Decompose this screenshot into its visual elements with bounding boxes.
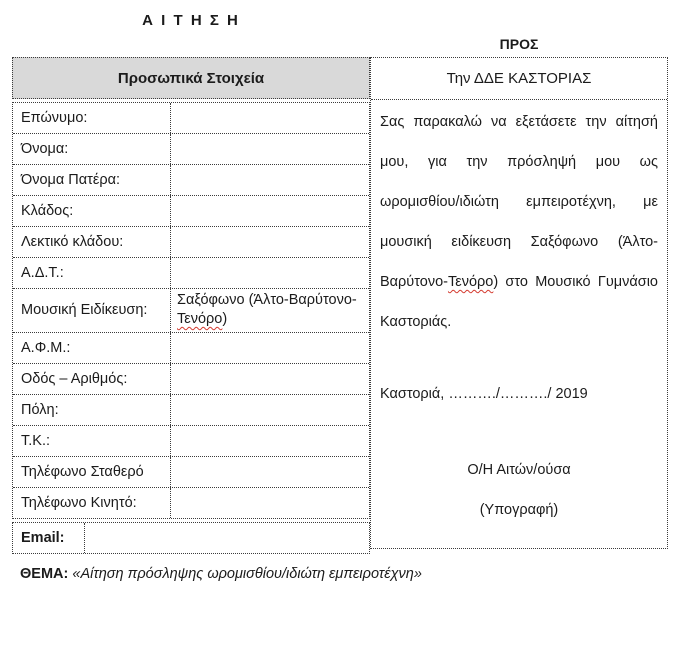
field-value[interactable] bbox=[171, 395, 369, 425]
personal-details-header: Προσωπικά Στοιχεία bbox=[12, 57, 370, 99]
field-label: Τ.Κ.: bbox=[13, 426, 171, 456]
document-title: Α Ι Τ Η Σ Η bbox=[142, 12, 240, 29]
field-value[interactable] bbox=[171, 196, 369, 226]
field-label: Μουσική Ειδίκευση: bbox=[13, 289, 171, 332]
table-row: Κλάδος: bbox=[13, 195, 369, 226]
table-row: Α.Δ.Τ.: bbox=[13, 257, 369, 288]
pros-heading: ΠΡΟΣ bbox=[499, 36, 539, 52]
subject-text: «Αίτηση πρόσληψης ωρομισθίου/ιδιώτη εμπε… bbox=[72, 566, 422, 582]
table-row: Α.Φ.Μ.: bbox=[13, 332, 369, 363]
email-row: Email: bbox=[12, 522, 370, 554]
personal-details-rows: Επώνυμο: Όνομα: Όνομα Πατέρα: Κλάδος: Λε bbox=[12, 102, 370, 519]
table-row: Λεκτικό κλάδου: bbox=[13, 226, 369, 257]
music-specialty-text: Σαξόφωνο (Άλτο-Βαρύτονο- bbox=[177, 292, 357, 308]
field-value[interactable] bbox=[171, 227, 369, 257]
field-label: Κλάδος: bbox=[13, 196, 171, 226]
field-label: Α.Δ.Τ.: bbox=[13, 258, 171, 288]
field-value[interactable] bbox=[171, 333, 369, 363]
field-label: Τηλέφωνο Σταθερό bbox=[13, 457, 171, 487]
field-value[interactable] bbox=[171, 426, 369, 456]
personal-details-table: Προσωπικά Στοιχεία Επώνυμο: Όνομα: Όνομα… bbox=[12, 57, 370, 554]
table-row: Πόλη: bbox=[13, 394, 369, 425]
field-value[interactable] bbox=[171, 134, 369, 164]
request-text: Σας παρακαλώ να εξετάσετε την αίτησή μου… bbox=[380, 114, 658, 290]
field-label: Λεκτικό κλάδου: bbox=[13, 227, 171, 257]
field-label: Όνομα Πατέρα: bbox=[13, 165, 171, 195]
signature-line: (Υπογραφή) bbox=[479, 502, 559, 518]
table-row: Τ.Κ.: bbox=[13, 425, 369, 456]
form-layout: Προσωπικά Στοιχεία Επώνυμο: Όνομα: Όνομα… bbox=[12, 57, 668, 554]
field-value[interactable]: Σαξόφωνο (Άλτο-Βαρύτονο- Τενόρο) bbox=[171, 289, 369, 332]
request-body-cell: Σας παρακαλώ να εξετάσετε την αίτησή μου… bbox=[371, 102, 667, 518]
request-paragraph: Σας παρακαλώ να εξετάσετε την αίτησή μου… bbox=[380, 102, 658, 342]
field-value[interactable] bbox=[171, 258, 369, 288]
table-row: Όνομα: bbox=[13, 133, 369, 164]
field-label: Α.Φ.Μ.: bbox=[13, 333, 171, 363]
place-date-line[interactable]: Καστοριά, ………./………./ 2019 bbox=[380, 386, 588, 402]
field-label: Οδός – Αριθμός: bbox=[13, 364, 171, 394]
field-value[interactable] bbox=[85, 523, 369, 553]
field-label: Πόλη: bbox=[13, 395, 171, 425]
table-row: Τηλέφωνο Σταθερό bbox=[13, 456, 369, 487]
table-row: Επώνυμο: bbox=[13, 103, 369, 133]
field-label: Τηλέφωνο Κινητό: bbox=[13, 488, 171, 518]
subject-label: ΘΕΜΑ: bbox=[20, 566, 69, 582]
field-value[interactable] bbox=[171, 103, 369, 133]
table-row-music-specialty: Μουσική Ειδίκευση: Σαξόφωνο (Άλτο-Βαρύτο… bbox=[13, 288, 369, 332]
field-label: Όνομα: bbox=[13, 134, 171, 164]
request-text: ) στο Μουσικό Γυμνάσιο Καστοριάς. bbox=[380, 274, 658, 330]
spellcheck-marked-word: Τενόρο bbox=[177, 311, 223, 327]
recipient-cell: Την ΔΔΕ ΚΑΣΤΟΡΙΑΣ bbox=[371, 58, 667, 100]
applicant-line: Ο/Η Αιτών/ούσα bbox=[467, 462, 571, 478]
field-label: Email: bbox=[13, 523, 85, 553]
table-row: Όνομα Πατέρα: bbox=[13, 164, 369, 195]
field-value[interactable] bbox=[171, 364, 369, 394]
table-row: Οδός – Αριθμός: bbox=[13, 363, 369, 394]
field-value[interactable] bbox=[171, 457, 369, 487]
table-row: Τηλέφωνο Κινητό: bbox=[13, 487, 369, 518]
field-value[interactable] bbox=[171, 165, 369, 195]
field-label: Επώνυμο: bbox=[13, 103, 171, 133]
request-column: Την ΔΔΕ ΚΑΣΤΟΡΙΑΣ Σας παρακαλώ να εξετάσ… bbox=[370, 57, 668, 549]
field-value[interactable] bbox=[171, 488, 369, 518]
music-specialty-text: ) bbox=[222, 311, 228, 327]
spellcheck-marked-word: Τενόρο bbox=[447, 274, 494, 290]
subject-line: ΘΕΜΑ: «Αίτηση πρόσληψης ωρομισθίου/ιδιώτ… bbox=[20, 566, 422, 582]
